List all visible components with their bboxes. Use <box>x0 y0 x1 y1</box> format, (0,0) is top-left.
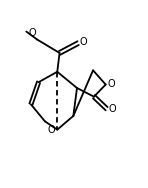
Text: O: O <box>80 37 87 47</box>
Text: O: O <box>47 125 55 135</box>
Text: O: O <box>108 104 116 114</box>
Text: O: O <box>28 28 36 38</box>
Text: O: O <box>107 79 115 89</box>
